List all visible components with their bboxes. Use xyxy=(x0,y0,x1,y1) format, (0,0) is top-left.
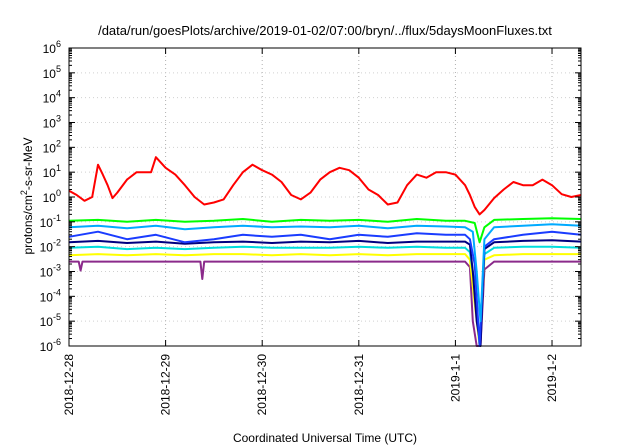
y-axis-label-rest: -s-sr-MeV xyxy=(21,137,35,190)
y-tick-base: 10 xyxy=(43,42,57,56)
y-tick-label-1: 10-5 xyxy=(40,312,61,329)
plot-frame xyxy=(68,47,582,347)
y-tick-base: 10 xyxy=(40,315,54,329)
y-axis-label-sup: 2 xyxy=(19,190,29,195)
y-tick-base: 10 xyxy=(40,266,54,280)
y-tick-exp: 0 xyxy=(56,188,61,198)
y-tick-label-0: 10-6 xyxy=(40,337,61,354)
y-tick-exp: 5 xyxy=(56,64,61,74)
y-tick-label-9: 103 xyxy=(43,114,61,131)
y-tick-base: 10 xyxy=(40,340,54,354)
series-line-6 xyxy=(68,253,581,347)
y-tick-exp: -1 xyxy=(53,213,61,223)
y-axis-label: protons/cm2-s-sr-MeV xyxy=(19,137,35,254)
y-tick-base: 10 xyxy=(40,216,54,230)
series-line-2 xyxy=(68,223,582,323)
y-tick-base: 10 xyxy=(43,141,57,155)
y-tick-exp: -2 xyxy=(53,238,61,248)
series-line-4 xyxy=(68,239,582,347)
series-line-0 xyxy=(68,156,582,216)
series-line-5 xyxy=(68,245,582,347)
y-tick-exp: 2 xyxy=(56,138,61,148)
y-ticks: 10-610-510-410-310-210-11001011021031041… xyxy=(40,39,581,354)
y-tick-label-2: 10-4 xyxy=(40,287,61,304)
y-tick-label-8: 102 xyxy=(43,138,61,155)
y-tick-exp: 3 xyxy=(56,114,61,124)
y-tick-label-6: 100 xyxy=(43,188,61,205)
series-group xyxy=(68,156,582,347)
y-tick-base: 10 xyxy=(40,290,54,304)
y-tick-exp: -4 xyxy=(53,287,61,297)
y-tick-base: 10 xyxy=(43,166,57,180)
grid xyxy=(68,48,581,346)
x-tick-label-1: 2018-12-29 xyxy=(159,354,173,416)
x-tick-label-2: 2018-12-30 xyxy=(255,354,269,416)
y-tick-exp: -5 xyxy=(53,312,61,322)
x-axis-label: Coordinated Universal Time (UTC) xyxy=(233,431,417,445)
y-tick-exp: 6 xyxy=(56,39,61,49)
y-tick-label-5: 10-1 xyxy=(40,213,61,230)
x-tick-label-4: 2019-1-1 xyxy=(448,354,462,402)
y-tick-label-4: 10-2 xyxy=(40,238,61,255)
x-tick-label-3: 2018-12-31 xyxy=(352,354,366,416)
y-tick-exp: -3 xyxy=(53,263,61,273)
y-tick-exp: -6 xyxy=(53,337,61,347)
x-ticks: 2018-12-28 2018-12-29 2018-12-30 2018-12-31… xyxy=(62,48,559,415)
y-tick-label-3: 10-3 xyxy=(40,263,61,280)
y-tick-base: 10 xyxy=(40,241,54,255)
x-tick-label-0: 2018-12-28 xyxy=(62,354,76,416)
y-tick-exp: 1 xyxy=(56,163,61,173)
y-tick-base: 10 xyxy=(43,92,57,106)
y-axis-label-base: protons/cm xyxy=(21,195,35,254)
y-tick-base: 10 xyxy=(43,191,57,205)
y-tick-label-10: 104 xyxy=(43,89,61,106)
x-tick-label-5: 2019-1-2 xyxy=(545,354,559,402)
y-tick-base: 10 xyxy=(43,67,57,81)
series-line-7 xyxy=(69,260,581,347)
series-line-3 xyxy=(68,230,582,347)
y-tick-label-11: 105 xyxy=(43,64,61,81)
y-tick-base: 10 xyxy=(43,117,57,131)
series-line-1 xyxy=(68,217,582,244)
y-tick-exp: 4 xyxy=(56,89,61,99)
y-tick-label-12: 106 xyxy=(43,39,61,56)
chart-title: /data/run/goesPlots/archive/2019-01-02/0… xyxy=(98,23,552,38)
y-tick-label-7: 101 xyxy=(43,163,61,180)
